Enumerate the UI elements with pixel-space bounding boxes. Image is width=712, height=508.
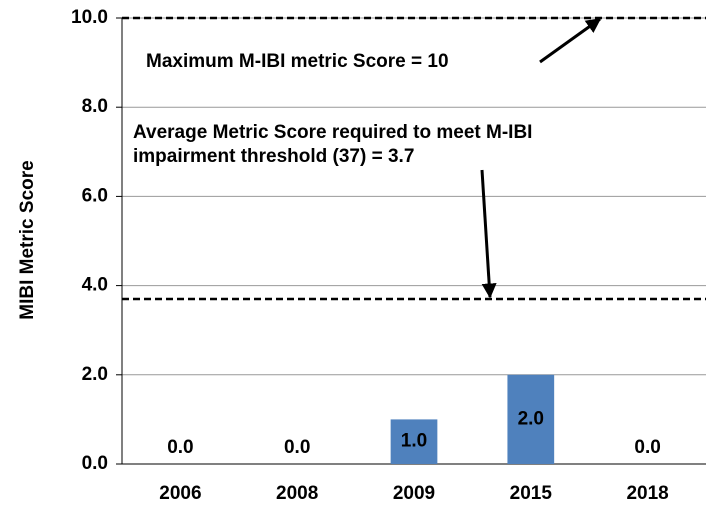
data-label: 0.0 bbox=[284, 437, 310, 458]
annotation: Maximum M-IBI metric Score = 10 bbox=[146, 51, 449, 72]
x-tick-label: 2015 bbox=[510, 483, 553, 504]
data-label: 0.0 bbox=[634, 437, 660, 458]
x-tick-label: 2006 bbox=[159, 483, 201, 504]
data-label: 2.0 bbox=[518, 408, 544, 429]
y-tick-label: 0.0 bbox=[82, 453, 108, 474]
y-axis-label: MIBI Metric Score bbox=[17, 160, 38, 319]
annotation: Average Metric Score required to meet M-… bbox=[133, 122, 532, 143]
bar bbox=[390, 419, 438, 464]
y-tick-label: 8.0 bbox=[82, 96, 108, 117]
x-tick-label: 2018 bbox=[626, 483, 668, 504]
y-tick-label: 2.0 bbox=[82, 364, 108, 385]
y-tick-label: 6.0 bbox=[82, 185, 108, 206]
data-label: 1.0 bbox=[401, 431, 427, 452]
x-tick-label: 2008 bbox=[276, 483, 318, 504]
bar bbox=[507, 374, 555, 464]
arrow bbox=[480, 169, 497, 299]
annotation: impairment threshold (37) = 3.7 bbox=[133, 146, 414, 167]
y-tick-label: 10.0 bbox=[71, 7, 108, 28]
x-tick-label: 2009 bbox=[393, 483, 435, 504]
arrow bbox=[539, 17, 602, 64]
data-label: 0.0 bbox=[167, 437, 193, 458]
y-tick-label: 4.0 bbox=[82, 275, 108, 296]
